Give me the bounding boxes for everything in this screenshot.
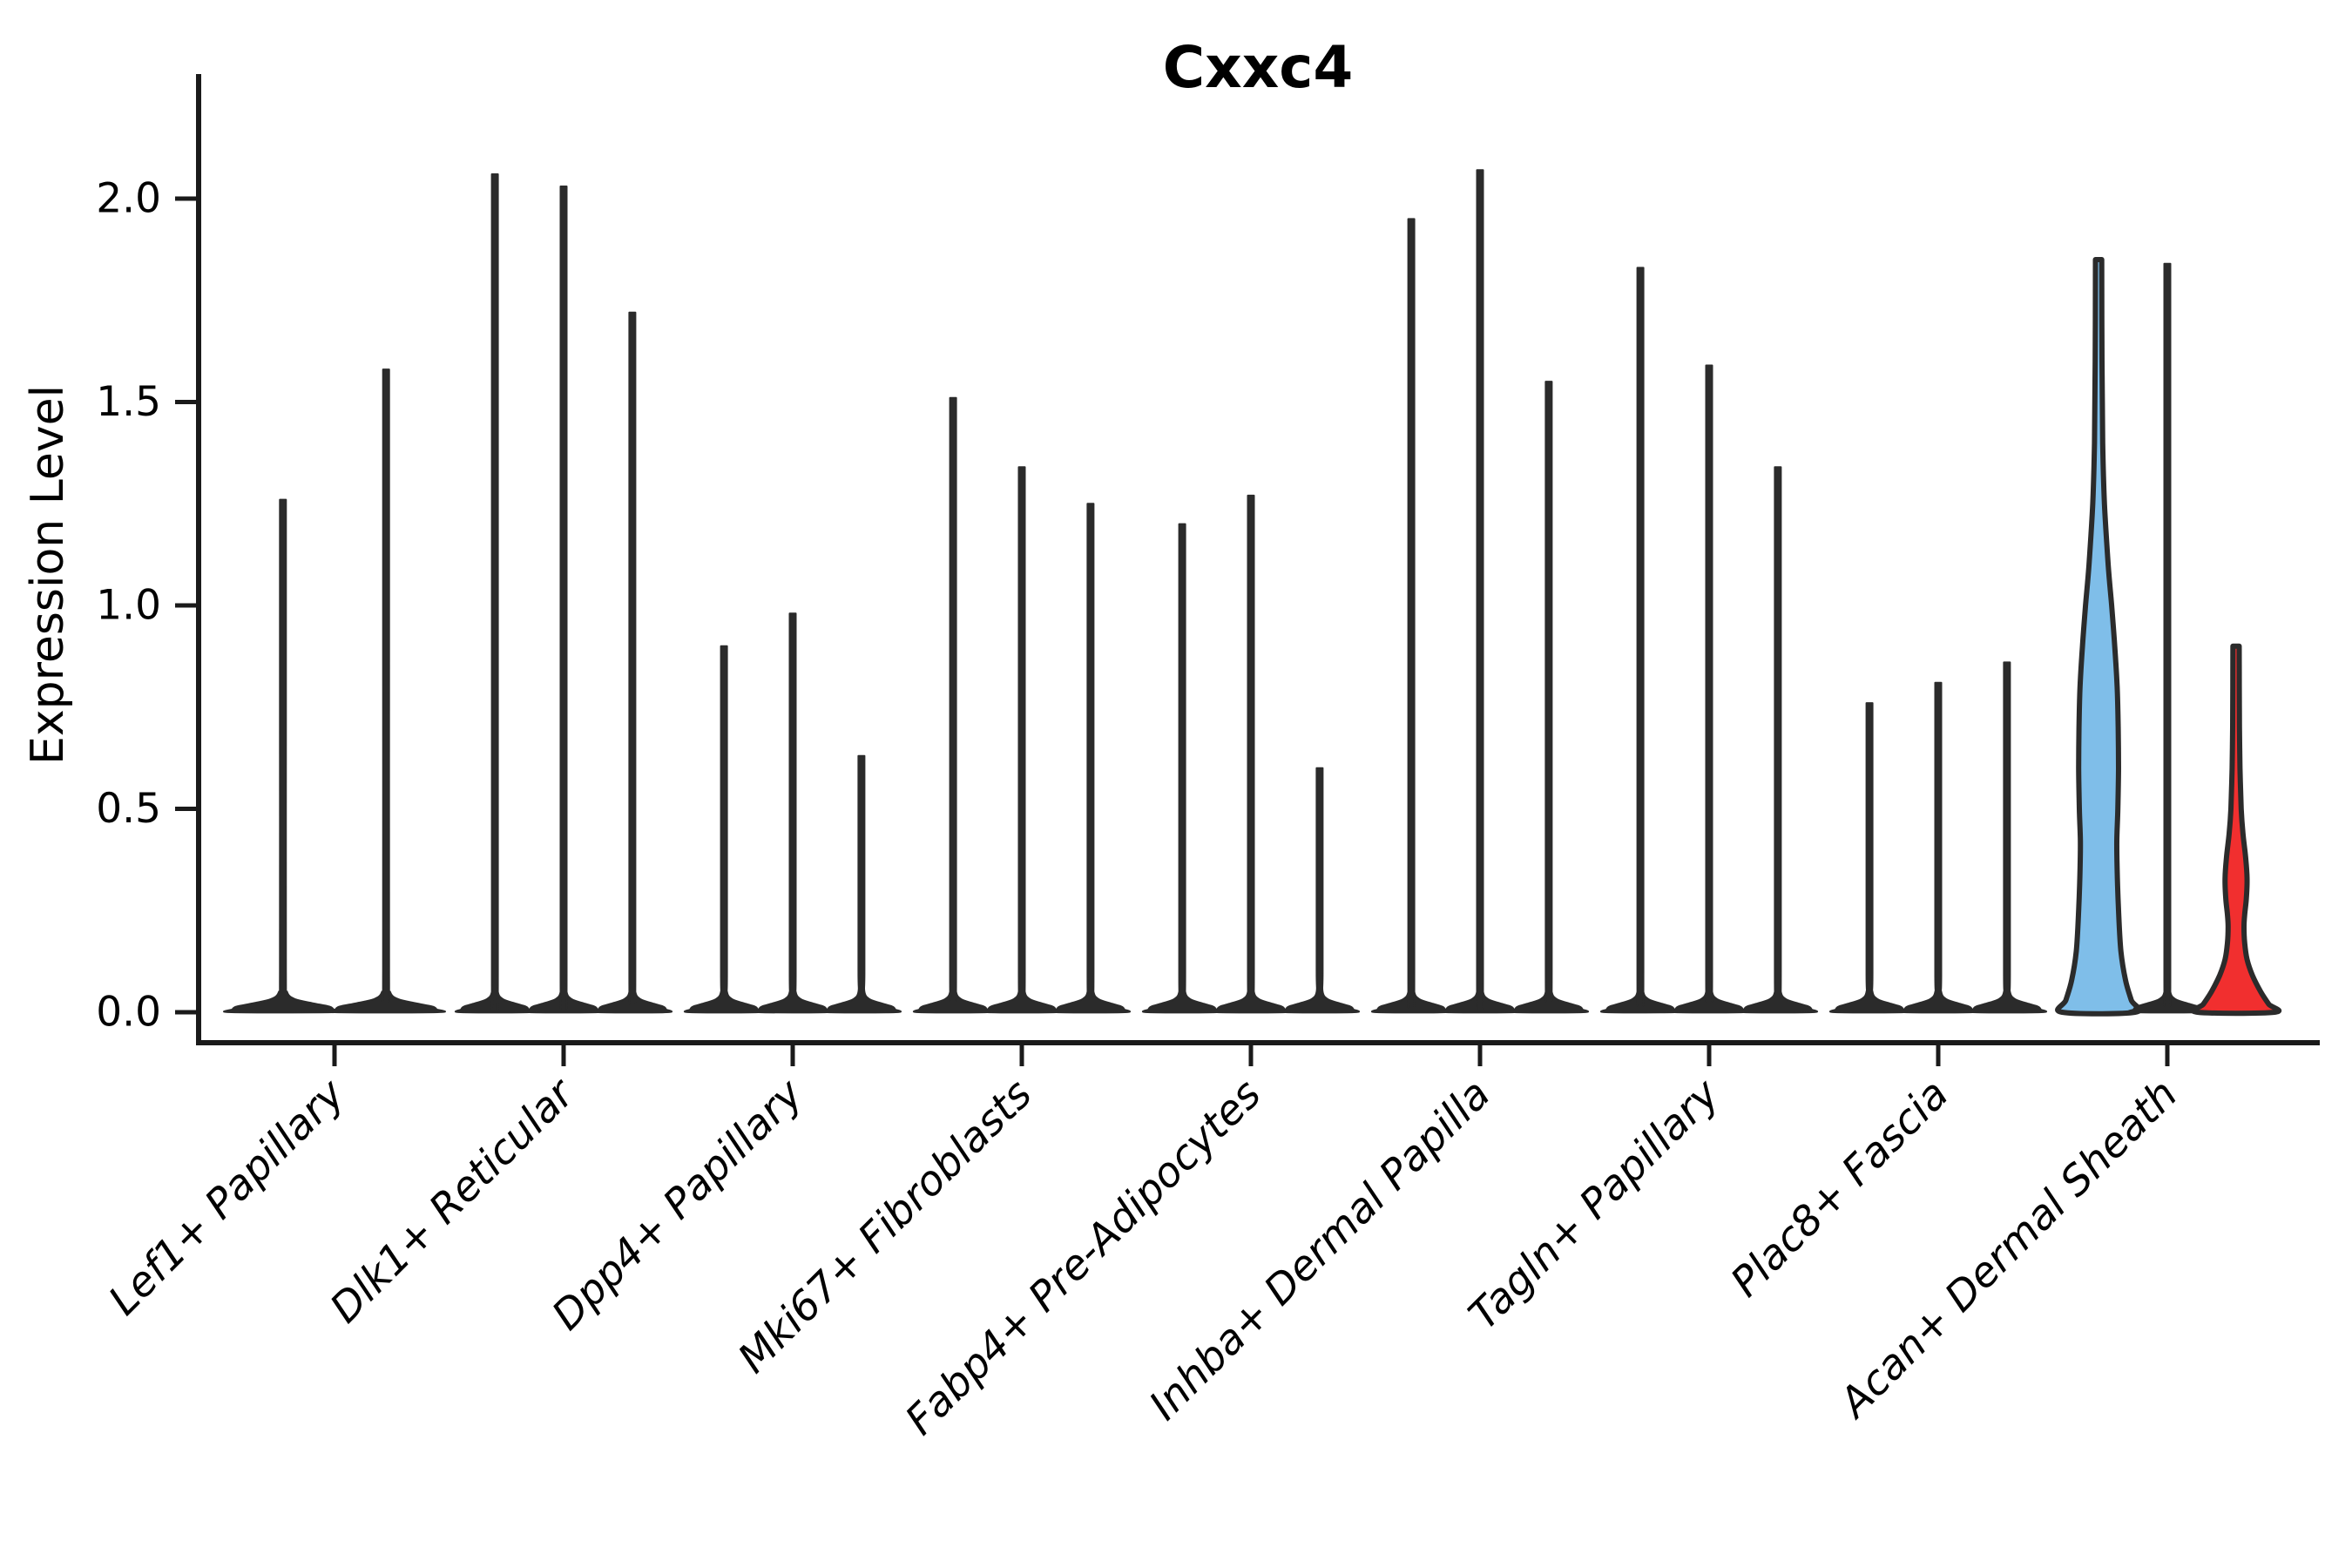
violin-mki67-fibroblasts-2	[981, 466, 1063, 1014]
violin-dlk1-reticular-1	[454, 173, 536, 1014]
violin-fabp4-pre-adipocytes-2	[1210, 494, 1292, 1014]
violin-inhba-dermal-papilla-3	[1508, 381, 1590, 1014]
axes-layer	[196, 74, 2320, 1045]
y-tick-label-0.5: 0.5	[96, 785, 161, 833]
violin-dpp4-papillary-1	[683, 645, 765, 1014]
violin-inhba-dermal-papilla-1	[1370, 218, 1452, 1014]
violin-fabp4-pre-adipocytes-3	[1279, 767, 1361, 1014]
y-tick-label-1.0: 1.0	[96, 582, 161, 630]
y-tick-label-0.0: 0.0	[96, 989, 161, 1037]
violin-acan-dermal-sheath-2	[2126, 262, 2208, 1014]
y-tick-label-1.5: 1.5	[96, 378, 161, 426]
violin-mki67-fibroblasts-1	[912, 396, 994, 1014]
y-tick-labels: 0.0 0.5 1.0 1.5 2.0	[96, 175, 199, 1037]
x-tick-label-dpp4-papillary: Dpp4+ Papillary	[543, 1070, 813, 1340]
y-tick-label-2.0: 2.0	[96, 175, 161, 223]
violin-tagln-papillary-2	[1668, 364, 1750, 1014]
violin-tagln-papillary-1	[1599, 267, 1681, 1014]
x-tick-label-tagln-papillary: Tagln+ Papillary	[1460, 1070, 1730, 1340]
violin-dpp4-papillary-3	[821, 754, 902, 1014]
violin-fabp4-pre-adipocytes-1	[1141, 523, 1223, 1014]
violin-mki67-fibroblasts-3	[1050, 503, 1132, 1014]
violin-inhba-dermal-papilla-2	[1439, 169, 1521, 1014]
violin-lef1-papillary-1	[223, 498, 343, 1014]
x-tick-label-lef1-papillary: Lef1+ Papillary	[99, 1070, 355, 1325]
chart-title: Cxxc4	[1163, 34, 1354, 101]
violin-plac8-fascia-1	[1829, 702, 1910, 1014]
violin-plac8-fascia-2	[1897, 681, 1979, 1014]
y-axis-title: Expression Level	[22, 385, 74, 765]
violin-dpp4-papillary-2	[752, 612, 834, 1014]
violins-layer	[223, 169, 2282, 1017]
violin-plac8-fascia-3	[1966, 661, 2047, 1014]
violin-tagln-papillary-3	[1737, 466, 1818, 1014]
violin-lef1-papillary-2	[326, 368, 446, 1014]
violin-acan-dermal-sheath-1	[2055, 257, 2143, 1017]
violin-dlk1-reticular-3	[591, 311, 673, 1014]
violin-dlk1-reticular-2	[523, 186, 605, 1014]
x-tick-label-dlk1-reticular: Dlk1+ Reticular	[321, 1069, 585, 1333]
violin-acan-dermal-sheath-3	[2190, 643, 2282, 1017]
x-tick-label-plac8-fascia: Plac8+ Fascia	[1721, 1071, 1957, 1307]
